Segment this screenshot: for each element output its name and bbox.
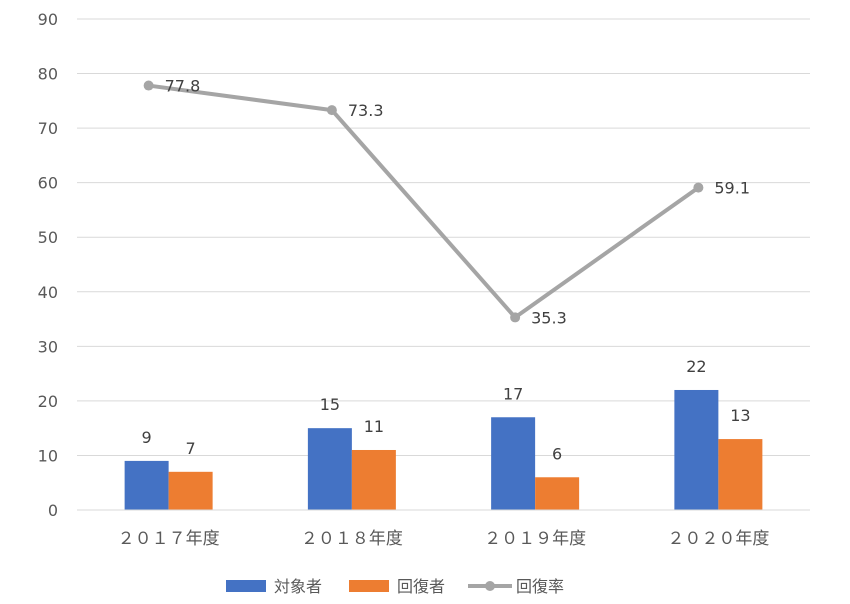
bar-data-label: 6 xyxy=(552,444,562,463)
bar-対象者-2 xyxy=(491,417,536,510)
legend-label: 回復率 xyxy=(516,577,564,596)
y-tick-label: 10 xyxy=(38,446,58,465)
y-tick-label: 30 xyxy=(38,337,58,356)
bar-data-labels: 9 15 17 22 7 11 6 13 xyxy=(142,357,751,463)
x-category-label: ２０１７年度 xyxy=(118,529,220,549)
line-回復率 xyxy=(148,83,700,320)
legend-swatch xyxy=(349,580,389,592)
bar-data-label: 7 xyxy=(186,439,196,458)
bar-data-label: 13 xyxy=(730,406,750,425)
line-data-label: 73.3 xyxy=(348,101,384,120)
y-tick-label: 0 xyxy=(48,501,58,520)
legend: 対象者 回復者 回復率 xyxy=(226,577,564,596)
bar-回復者-3 xyxy=(718,439,763,510)
y-tick-label: 20 xyxy=(38,392,58,411)
x-category-label: ２０１８年度 xyxy=(301,529,403,549)
y-tick-label: 40 xyxy=(38,283,58,302)
line-data-label: 59.1 xyxy=(714,179,750,198)
bar-対象者-0 xyxy=(124,460,169,510)
y-tick-label: 70 xyxy=(38,119,58,138)
line-point-3 xyxy=(693,182,704,193)
legend-swatch xyxy=(226,580,266,592)
legend-label: 回復者 xyxy=(397,577,445,596)
y-tick-label: 90 xyxy=(38,10,58,29)
line-data-labels: 77.8 73.3 35.3 59.1 xyxy=(165,77,750,328)
y-tick-label: 80 xyxy=(38,65,58,84)
line-data-label: 77.8 xyxy=(165,77,201,96)
bar-対象者-1 xyxy=(307,428,352,510)
line-point-1 xyxy=(326,105,337,116)
bar-data-label: 9 xyxy=(142,428,152,447)
legend-swatch-marker xyxy=(485,581,495,591)
bar-data-label: 11 xyxy=(364,417,384,436)
line-point-2 xyxy=(510,312,521,323)
x-category-label: ２０１９年度 xyxy=(484,529,586,549)
bar-series xyxy=(124,389,763,510)
bar-回復者-1 xyxy=(351,449,396,510)
x-axis: ２０１７年度 ２０１８年度 ２０１９年度 ２０２０年度 xyxy=(77,509,810,549)
bar-data-label: 22 xyxy=(686,357,706,376)
bar-data-label: 15 xyxy=(320,395,340,414)
y-tick-label: 60 xyxy=(38,174,58,193)
bar-対象者-3 xyxy=(674,389,719,510)
line-point-0 xyxy=(143,80,154,91)
y-tick-label: 50 xyxy=(38,228,58,247)
bar-回復者-0 xyxy=(168,471,213,510)
legend-label: 対象者 xyxy=(274,577,322,596)
bar-data-label: 17 xyxy=(503,384,523,403)
y-axis: 0 10 20 30 40 50 60 70 80 90 xyxy=(38,10,58,520)
line-data-label: 35.3 xyxy=(531,308,567,327)
x-category-label: ２０２０年度 xyxy=(667,529,769,549)
line-series xyxy=(143,80,704,323)
bar-回復者-2 xyxy=(535,477,580,510)
